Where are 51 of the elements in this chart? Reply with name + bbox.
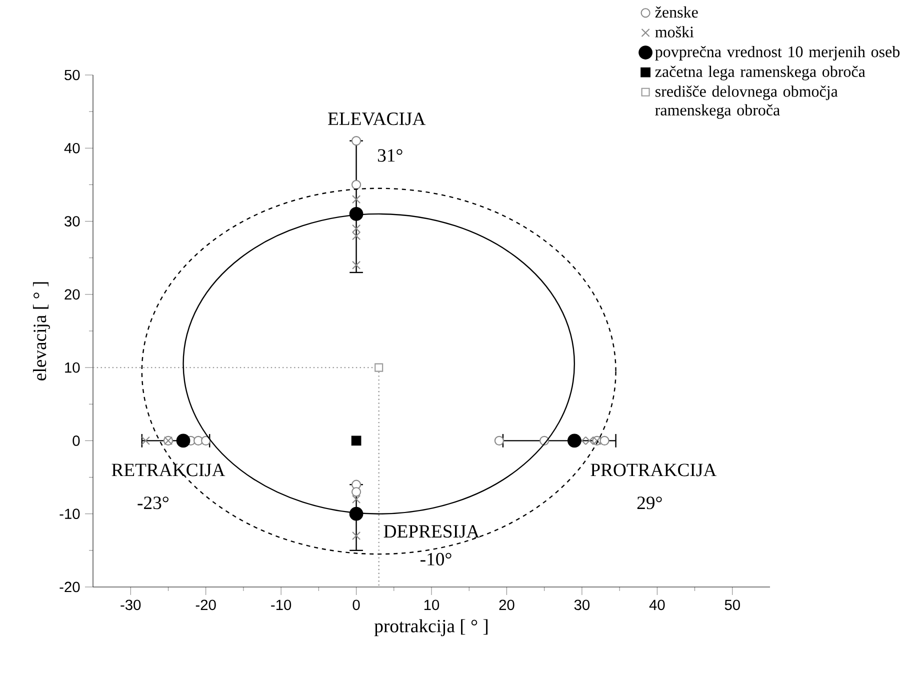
y-tick-label: 40 (64, 142, 80, 154)
annotation: 31° (378, 149, 402, 162)
x-tick-label: -30 (120, 600, 141, 610)
x-tick-label: 0 (352, 600, 360, 610)
x-tick-label: 40 (649, 600, 665, 610)
x-tick-label: 10 (424, 600, 440, 610)
point (351, 136, 362, 146)
legend-label: začetna lega ramenskega obroča (655, 66, 866, 80)
y-axis-title: elevacija [ ° ] (33, 282, 50, 380)
point (352, 224, 361, 233)
y-tick-label: 20 (64, 289, 80, 300)
point (352, 260, 361, 270)
point (352, 494, 361, 504)
legend-label: središče delovnega območja ramenskega obroča (655, 86, 838, 119)
y-tick-label: -20 (60, 582, 80, 592)
x-tick-label: 30 (574, 600, 590, 610)
point (201, 436, 211, 446)
point (351, 180, 362, 190)
point (567, 434, 582, 448)
annotation: -10° (420, 552, 452, 566)
point (349, 207, 364, 221)
y-tick-label: -10 (60, 508, 80, 520)
point (349, 506, 364, 521)
annotation: RETRAKCIJA (112, 464, 226, 476)
point (176, 434, 190, 448)
annotation: PROTRAKCIJA (590, 464, 717, 476)
legend-label: povprečna vrednost 10 merjenih oseb (655, 46, 900, 60)
x-tick-label: -20 (196, 600, 216, 610)
point (352, 195, 361, 204)
annotation: DEPRESIJA (384, 525, 480, 538)
y-tick-label: 0 (72, 436, 80, 446)
y-tick-label: 10 (65, 362, 80, 373)
annotation: -23° (138, 496, 168, 510)
x-axis-title: protrakcija [ ° ] (374, 619, 488, 636)
annotation: ELEVACIJA (328, 112, 426, 126)
point (374, 363, 384, 372)
point (351, 487, 362, 497)
point (351, 436, 362, 446)
legend-label: moški (655, 26, 694, 38)
x-tick-label: 20 (499, 600, 514, 610)
x-tick-label: 50 (724, 600, 740, 610)
point (141, 436, 150, 446)
point (494, 436, 504, 446)
point (600, 436, 610, 446)
legend-label: ženske (655, 6, 698, 18)
point (352, 232, 361, 240)
point (352, 531, 361, 540)
y-tick-label: 50 (64, 70, 80, 80)
x-tick-label: -10 (271, 600, 292, 610)
annotation: 29° (637, 496, 662, 510)
y-tick-label: 30 (64, 216, 80, 226)
